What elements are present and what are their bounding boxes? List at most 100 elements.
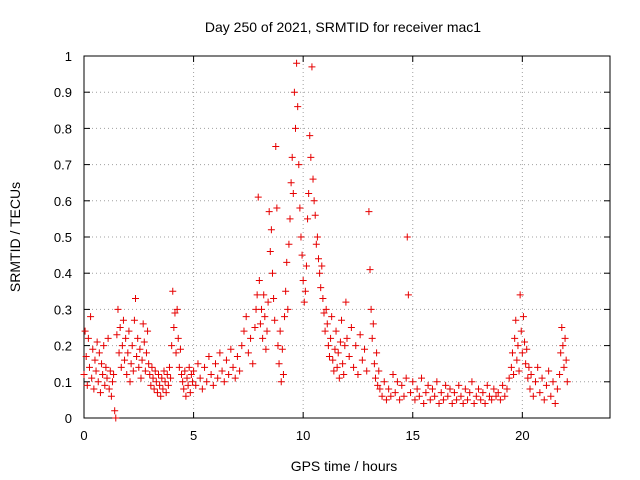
data-point — [316, 269, 324, 277]
data-point — [391, 389, 399, 397]
data-point — [333, 363, 341, 371]
x-axis-label: GPS time / hours — [291, 458, 398, 474]
data-point — [301, 287, 309, 295]
y-tick-label: 0.8 — [54, 121, 72, 136]
chart-title: Day 250 of 2021, SRMTID for receiver mac… — [205, 19, 481, 35]
data-point — [136, 345, 144, 353]
data-point — [525, 363, 533, 371]
x-tick-label: 5 — [190, 428, 197, 443]
data-point — [402, 374, 410, 382]
data-point — [267, 226, 275, 234]
data-point — [407, 389, 415, 397]
data-point — [513, 356, 521, 364]
data-point — [375, 367, 383, 375]
data-point — [276, 327, 284, 335]
data-point — [121, 356, 129, 364]
data-point — [262, 345, 270, 353]
data-point — [158, 374, 166, 382]
data-point — [85, 363, 93, 371]
data-point — [356, 331, 364, 339]
data-point — [190, 367, 198, 375]
data-point — [186, 389, 194, 397]
data-point — [220, 378, 228, 386]
data-point — [82, 352, 90, 360]
data-point — [212, 360, 219, 368]
data-point — [264, 298, 272, 306]
data-point — [297, 233, 305, 241]
data-point — [305, 190, 313, 198]
data-point — [461, 385, 469, 393]
data-point — [343, 334, 351, 342]
data-point — [83, 381, 91, 389]
data-point — [132, 295, 140, 303]
data-point — [382, 396, 390, 404]
data-point — [106, 367, 114, 375]
data-point — [294, 103, 302, 111]
data-point — [89, 345, 97, 353]
data-point — [122, 334, 130, 342]
data-point — [130, 316, 138, 324]
data-point — [472, 392, 480, 400]
data-point — [222, 356, 230, 364]
data-point — [296, 204, 304, 212]
data-point — [424, 381, 432, 389]
data-point — [275, 360, 283, 368]
data-point — [157, 392, 165, 400]
data-point — [510, 371, 518, 379]
data-point — [418, 374, 426, 382]
data-point — [253, 291, 261, 299]
data-point — [523, 345, 531, 353]
data-point — [169, 287, 177, 295]
data-point — [310, 197, 318, 205]
data-point — [244, 349, 252, 357]
data-point — [481, 400, 489, 408]
axis-ticks: 00.10.20.30.40.50.60.70.80.910 5 10 15 20 — [54, 49, 610, 443]
data-point — [288, 153, 296, 161]
data-point — [146, 371, 154, 379]
data-point — [435, 400, 443, 408]
data-point — [466, 389, 474, 397]
data-point — [339, 360, 347, 368]
data-point — [341, 342, 349, 350]
data-point — [563, 378, 571, 386]
data-point — [203, 378, 211, 386]
data-point — [511, 334, 519, 342]
data-point — [415, 392, 423, 400]
data-point — [81, 327, 89, 335]
data-point — [300, 298, 308, 306]
data-point — [367, 305, 375, 313]
data-point — [286, 215, 294, 223]
data-point — [229, 363, 237, 371]
data-point — [240, 327, 248, 335]
data-point — [380, 378, 388, 386]
data-point — [378, 392, 386, 400]
data-point — [147, 381, 155, 389]
y-tick-label: 0.6 — [54, 194, 72, 209]
data-point — [125, 327, 133, 335]
data-point — [374, 381, 382, 389]
data-point — [90, 385, 98, 393]
data-point — [115, 349, 123, 357]
data-point — [192, 381, 200, 389]
data-point — [231, 374, 239, 382]
data-point — [426, 396, 434, 404]
data-point — [350, 363, 358, 371]
data-point — [133, 352, 141, 360]
data-point — [529, 392, 537, 400]
data-point — [227, 345, 235, 353]
x-tick-label: 15 — [406, 428, 420, 443]
data-point — [182, 392, 190, 400]
y-tick-label: 0.3 — [54, 302, 72, 317]
data-point — [266, 247, 274, 255]
data-point — [153, 389, 161, 397]
data-point — [279, 371, 287, 379]
data-point — [299, 276, 307, 284]
data-point — [433, 378, 441, 386]
data-point — [137, 374, 145, 382]
data-point — [114, 305, 122, 313]
data-point — [431, 392, 439, 400]
data-point — [446, 385, 454, 393]
data-point — [403, 233, 411, 241]
x-tick-label: 10 — [296, 428, 310, 443]
data-point — [363, 367, 371, 375]
